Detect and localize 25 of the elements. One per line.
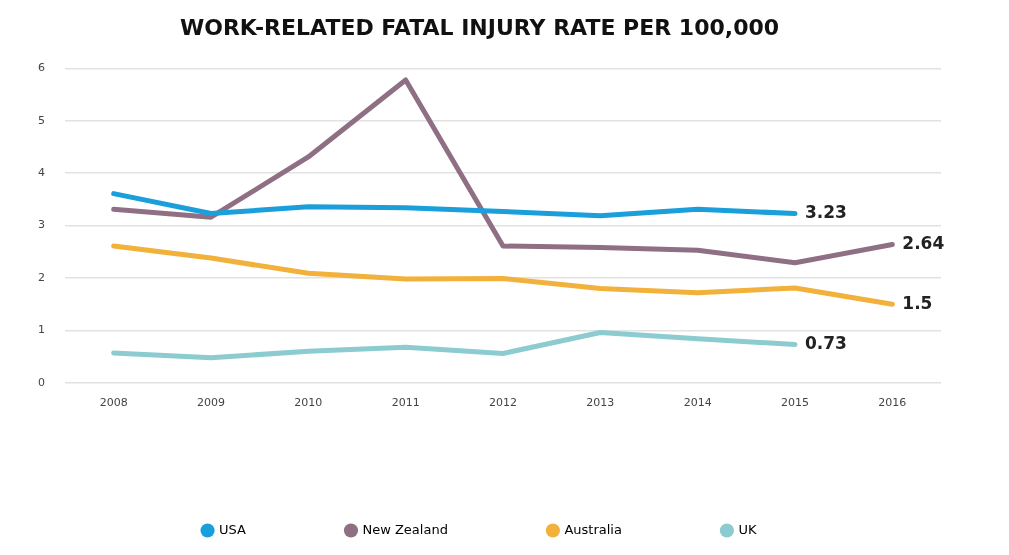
x-tick-label: 2010 <box>294 396 323 410</box>
y-tick-label: 2 <box>38 270 45 284</box>
x-tick-label: 2012 <box>489 396 517 410</box>
y-tick-label: 6 <box>38 61 45 75</box>
legend-label: UK <box>738 521 757 537</box>
y-tick-label: 4 <box>38 166 45 180</box>
legend-label: New Zealand <box>362 521 448 537</box>
x-tick-label: 2011 <box>391 396 420 410</box>
data-label: 2.64 <box>902 232 945 253</box>
x-tick-label: 2014 <box>683 396 712 410</box>
legend-label: USA <box>219 521 247 537</box>
y-tick-label: 1 <box>38 323 45 337</box>
x-tick-label: 2008 <box>99 396 128 410</box>
data-label: 3.23 <box>805 201 847 222</box>
y-tick-label: 5 <box>38 113 45 127</box>
x-tick-label: 2015 <box>781 396 809 410</box>
chart-title: WORK-RELATED FATAL INJURY RATE PER 100,000 <box>179 14 780 40</box>
data-label: 1.5 <box>902 292 933 313</box>
x-tick-label: 2009 <box>197 396 225 410</box>
data-label: 0.73 <box>805 332 847 353</box>
y-tick-label: 0 <box>38 375 45 389</box>
legend-label: Australia <box>564 521 622 537</box>
y-tick-label: 3 <box>38 218 45 232</box>
x-tick-label: 2013 <box>586 396 615 410</box>
x-tick-label: 2016 <box>878 396 907 410</box>
